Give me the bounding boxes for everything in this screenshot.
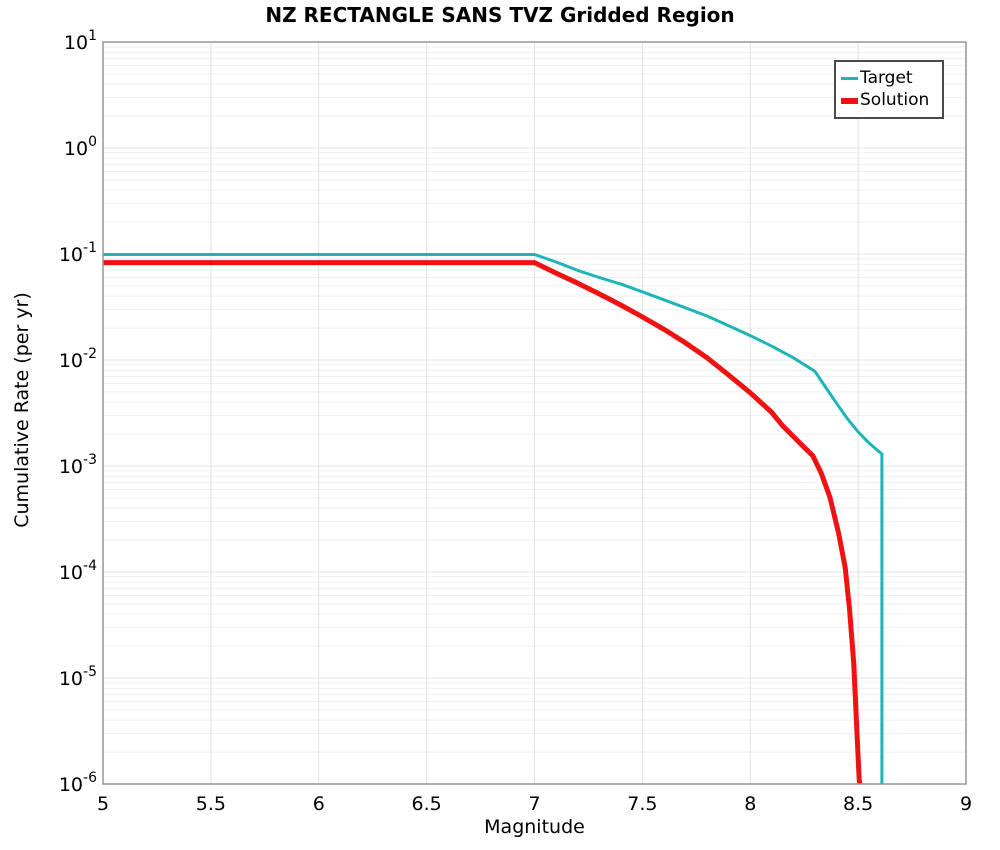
y-tick-label: 100: [64, 134, 97, 160]
x-tick-label: 8: [744, 793, 756, 815]
target-line: [103, 253, 884, 784]
y-tick-label: 10-5: [59, 664, 97, 690]
x-tick-label: 6.5: [412, 793, 442, 815]
legend: Target Solution: [834, 60, 944, 119]
grid-major: [103, 147, 966, 679]
axis-frame: [102, 41, 967, 785]
x-tick-label: 6: [313, 793, 325, 815]
y-tick-label: 10-6: [59, 770, 97, 796]
chart-title: NZ RECTANGLE SANS TVZ Gridded Region: [265, 3, 735, 27]
legend-item-solution: Solution: [841, 92, 940, 109]
x-tick-label: 9: [960, 793, 972, 815]
legend-label-target: Target: [860, 67, 913, 88]
legend-item-target: Target: [841, 67, 940, 88]
y-tick-labels: 101 100 10-1 10-2 10-3 10-4 10-5 10-6: [59, 28, 97, 796]
y-tick-label: 10-4: [59, 558, 97, 584]
solution-line-swatch: [841, 97, 858, 104]
y-tick-label: 10-3: [59, 452, 97, 478]
solution-line: [103, 260, 863, 784]
x-tick-label: 8.5: [843, 793, 873, 815]
x-tick-label: 7.5: [627, 793, 657, 815]
x-tick-label: 7: [528, 793, 540, 815]
y-tick-label: 101: [64, 28, 97, 54]
grid-vertical: [210, 42, 859, 784]
series-lines: [103, 253, 884, 784]
x-axis-title: Magnitude: [484, 816, 585, 838]
y-tick-label: 10-1: [59, 240, 97, 266]
y-tick-label: 10-2: [59, 346, 97, 372]
x-tick-label: 5.5: [196, 793, 226, 815]
legend-label-solution: Solution: [860, 90, 930, 111]
target-line-swatch: [841, 76, 858, 80]
x-tick-label: 5: [97, 793, 109, 815]
x-tick-labels: 5 5.5 6 6.5 7 7.5 8 8.5 9: [97, 793, 972, 815]
